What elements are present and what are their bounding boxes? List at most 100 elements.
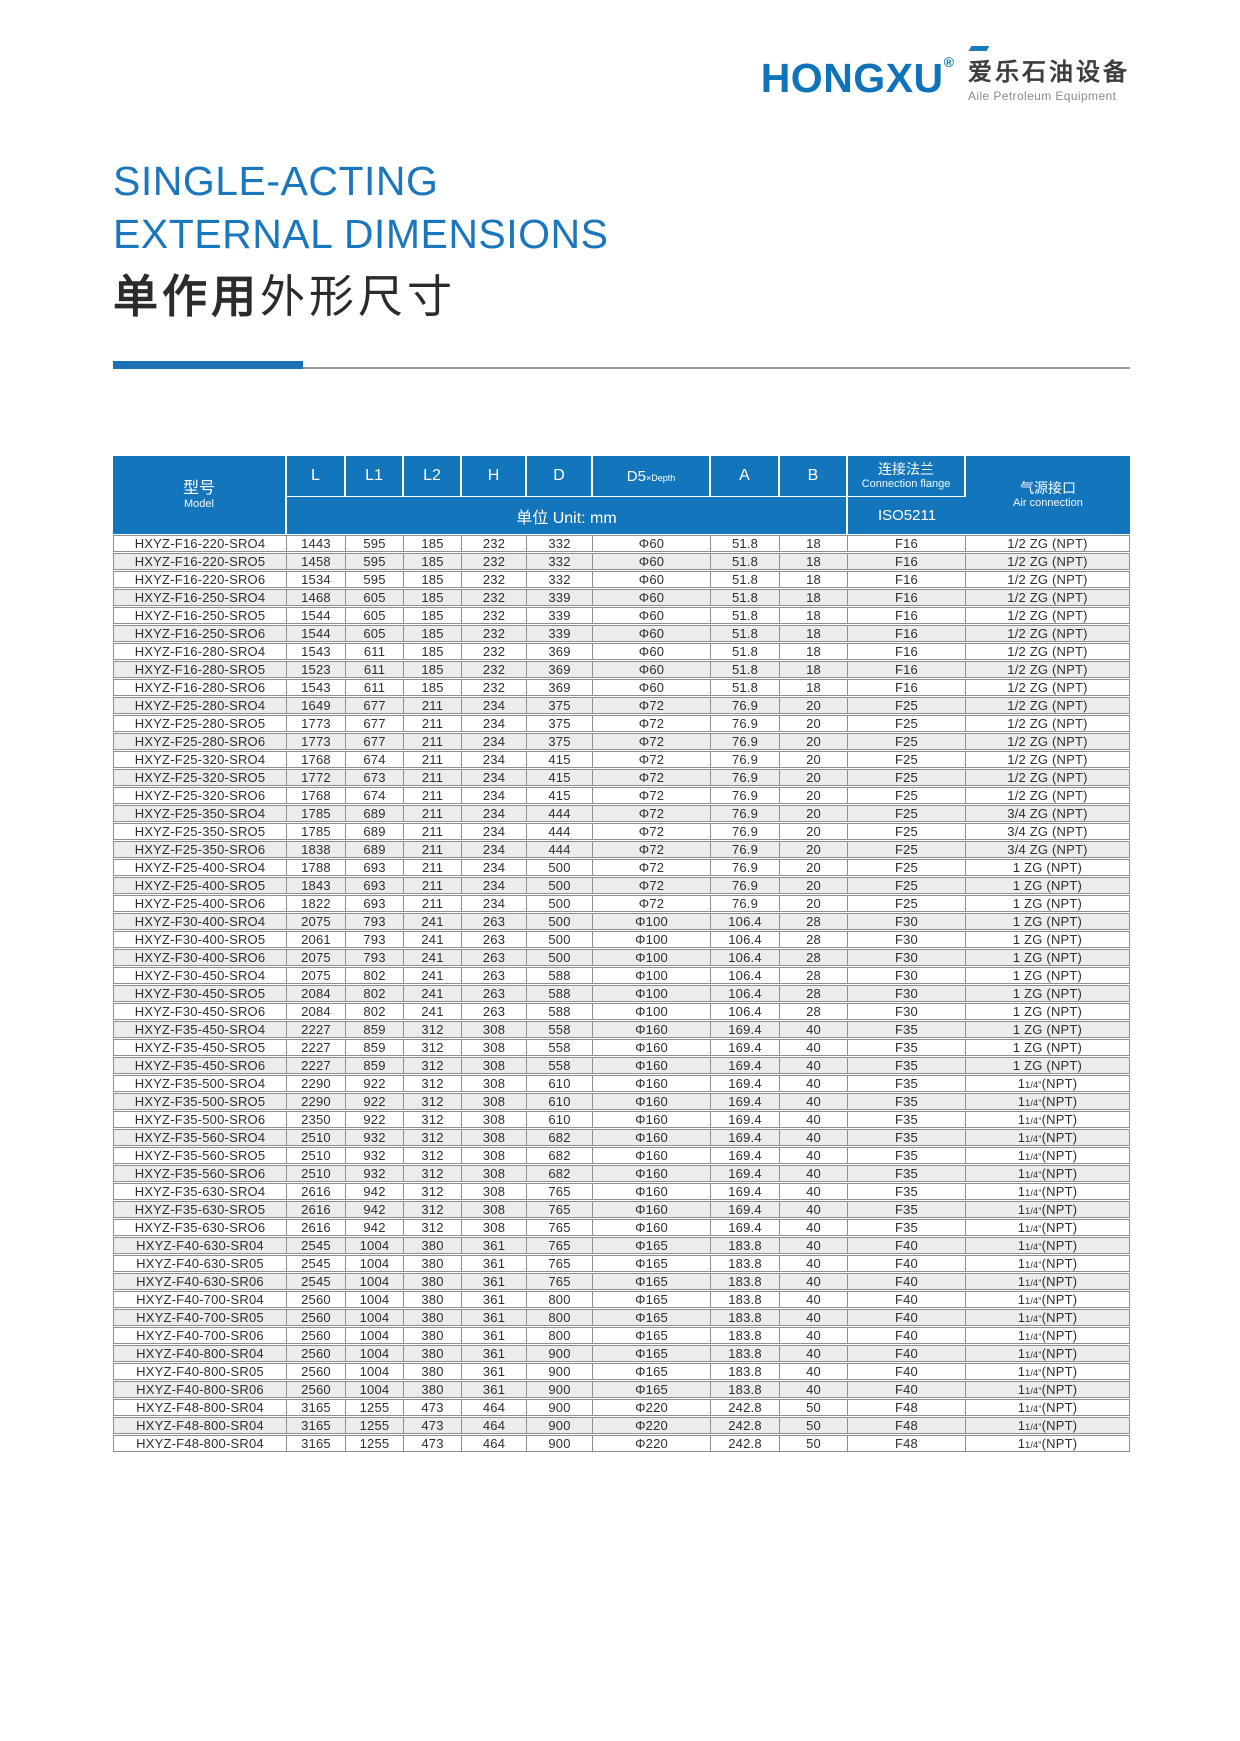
cell-b: 28 — [780, 931, 848, 949]
cell-l: 1768 — [287, 787, 346, 805]
cell-h: 232 — [462, 571, 527, 589]
table-row: HXYZ-F25-280-SRO6 1773 677 211 234 375 Φ72 76.9… — [113, 733, 1130, 751]
cell-a: 169.4 — [711, 1165, 780, 1183]
cell-flange: F25 — [848, 769, 966, 787]
cell-air: 11/4"(NPT) — [966, 1381, 1130, 1399]
cell-air: 11/4"(NPT) — [966, 1309, 1130, 1327]
model-label-en: Model — [184, 498, 214, 511]
cell-d5: Φ72 — [593, 895, 711, 913]
cell-l2: 380 — [404, 1255, 462, 1273]
cell-air: 1/2 ZG (NPT) — [966, 589, 1130, 607]
cell-b: 18 — [780, 589, 848, 607]
cell-b: 40 — [780, 1039, 848, 1057]
cell-a: 106.4 — [711, 1003, 780, 1021]
cell-l2: 185 — [404, 607, 462, 625]
cell-l2: 241 — [404, 1003, 462, 1021]
cell-d: 332 — [527, 553, 593, 571]
cell-a: 51.8 — [711, 535, 780, 553]
page-title-cn: 单作用外形尺寸 — [113, 267, 1130, 327]
cell-l: 2616 — [287, 1183, 346, 1201]
cell-air: 3/4 ZG (NPT) — [966, 823, 1130, 841]
cell-l1: 677 — [346, 697, 404, 715]
fraction-text: 1/4" — [1025, 1080, 1042, 1091]
cell-b: 40 — [780, 1309, 848, 1327]
cell-a: 183.8 — [711, 1363, 780, 1381]
cell-b: 18 — [780, 553, 848, 571]
cell-d: 558 — [527, 1021, 593, 1039]
cell-a: 169.4 — [711, 1183, 780, 1201]
cell-d5: Φ160 — [593, 1093, 711, 1111]
table-row: HXYZ-F25-400-SRO4 1788 693 211 234 500 Φ72 76.9… — [113, 859, 1130, 877]
cell-air: 1/2 ZG (NPT) — [966, 733, 1130, 751]
table-row: HXYZ-F30-450-SRO5 2084 802 241 263 588 Φ100 106… — [113, 985, 1130, 1003]
cell-air: 1/2 ZG (NPT) — [966, 607, 1130, 625]
cell-l: 1773 — [287, 733, 346, 751]
cell-d5: Φ165 — [593, 1345, 711, 1363]
cell-l2: 185 — [404, 535, 462, 553]
cell-h: 232 — [462, 625, 527, 643]
cell-flange: F30 — [848, 1003, 966, 1021]
cell-h: 263 — [462, 967, 527, 985]
cell-d: 900 — [527, 1435, 593, 1453]
cell-a: 76.9 — [711, 877, 780, 895]
unit-banner: 单位 Unit: mm — [287, 497, 848, 535]
cell-l2: 312 — [404, 1111, 462, 1129]
cell-model: HXYZ-F40-800-SR04 — [113, 1345, 287, 1363]
cell-l1: 859 — [346, 1021, 404, 1039]
cell-l2: 380 — [404, 1381, 462, 1399]
cell-model: HXYZ-F30-400-SRO6 — [113, 949, 287, 967]
cell-l: 2560 — [287, 1291, 346, 1309]
cell-l2: 380 — [404, 1237, 462, 1255]
cell-l2: 380 — [404, 1363, 462, 1381]
cell-d: 588 — [527, 967, 593, 985]
cell-l1: 673 — [346, 769, 404, 787]
cell-a: 169.4 — [711, 1021, 780, 1039]
fraction-text: 1/4" — [1025, 1206, 1042, 1217]
table-row: HXYZ-F40-630-SR05 2545 1004 380 361 765 Φ165 18… — [113, 1255, 1130, 1273]
model-label-cn: 型号 — [182, 480, 215, 498]
fraction-text: 1/4" — [1025, 1278, 1042, 1289]
cell-a: 51.8 — [711, 679, 780, 697]
cell-air: 11/4"(NPT) — [966, 1111, 1130, 1129]
cell-l2: 312 — [404, 1129, 462, 1147]
cell-air: 11/4"(NPT) — [966, 1363, 1130, 1381]
cell-d5: Φ165 — [593, 1363, 711, 1381]
cell-d: 369 — [527, 643, 593, 661]
cell-air: 11/4"(NPT) — [966, 1345, 1130, 1363]
cell-flange: F16 — [848, 643, 966, 661]
cell-h: 234 — [462, 751, 527, 769]
cell-model: HXYZ-F40-700-SR04 — [113, 1291, 287, 1309]
cell-d5: Φ72 — [593, 697, 711, 715]
cell-a: 106.4 — [711, 913, 780, 931]
cell-d5: Φ220 — [593, 1435, 711, 1453]
cell-d: 415 — [527, 751, 593, 769]
table-row: HXYZ-F35-560-SRO4 2510 932 312 308 682 Φ160 169… — [113, 1129, 1130, 1147]
flange-standard: ISO5211 — [848, 497, 966, 535]
cell-b: 20 — [780, 859, 848, 877]
cell-air: 1/2 ZG (NPT) — [966, 535, 1130, 553]
cell-l1: 689 — [346, 805, 404, 823]
cell-d: 375 — [527, 715, 593, 733]
cell-d5: Φ72 — [593, 841, 711, 859]
cell-d: 765 — [527, 1183, 593, 1201]
table-row: HXYZ-F35-560-SRO5 2510 932 312 308 682 Φ160 169… — [113, 1147, 1130, 1165]
table-row: HXYZ-F35-630-SRO5 2616 942 312 308 765 Φ160 169… — [113, 1201, 1130, 1219]
cell-model: HXYZ-F30-400-SRO4 — [113, 913, 287, 931]
cell-l1: 932 — [346, 1129, 404, 1147]
cell-l2: 211 — [404, 823, 462, 841]
cell-air: 1/2 ZG (NPT) — [966, 661, 1130, 679]
cell-d5: Φ160 — [593, 1147, 711, 1165]
cell-a: 76.9 — [711, 697, 780, 715]
cell-a: 183.8 — [711, 1327, 780, 1345]
cell-l1: 922 — [346, 1075, 404, 1093]
cell-h: 308 — [462, 1201, 527, 1219]
fraction-text: 1/4" — [1025, 1152, 1042, 1163]
cell-l: 2084 — [287, 985, 346, 1003]
cell-b: 40 — [780, 1273, 848, 1291]
cell-l2: 211 — [404, 715, 462, 733]
cell-d: 610 — [527, 1093, 593, 1111]
cell-air: 11/4"(NPT) — [966, 1237, 1130, 1255]
fraction-text: 1/4" — [1025, 1440, 1042, 1451]
cell-model: HXYZ-F16-280-SRO5 — [113, 661, 287, 679]
cell-flange: F30 — [848, 949, 966, 967]
